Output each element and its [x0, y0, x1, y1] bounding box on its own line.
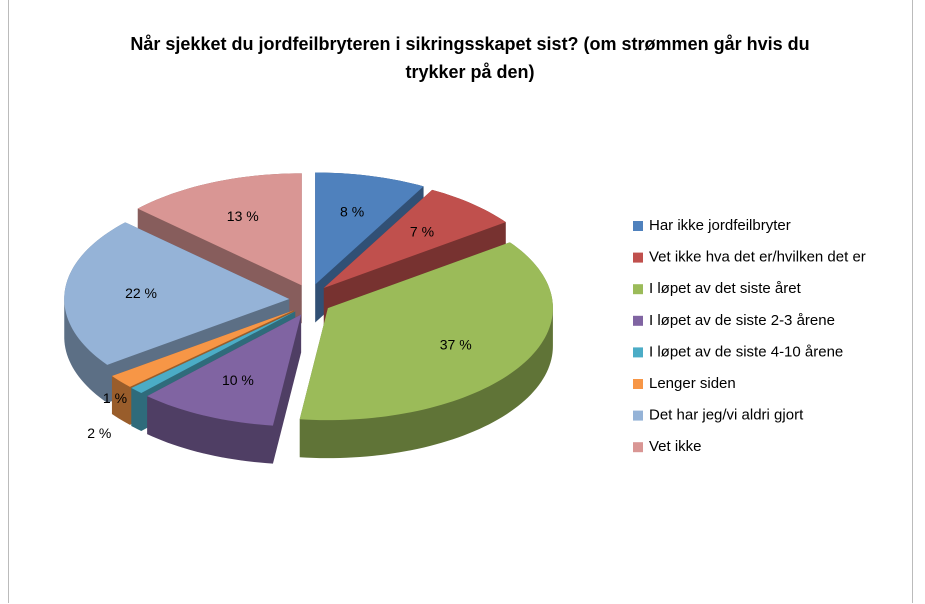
legend-swatch: [633, 379, 643, 389]
slice-top: [137, 173, 302, 286]
legend-label: Det har jeg/vi aldri gjort: [649, 407, 804, 424]
data-label: 2 %: [87, 425, 111, 441]
data-label: 1 %: [103, 390, 127, 406]
legend-label: I løpet av de siste 2-3 årene: [649, 312, 835, 329]
pie-slice: [323, 189, 506, 326]
data-label: 22 %: [125, 285, 157, 301]
slice-top: [315, 172, 424, 285]
legend-label: Har ikke jordfeilbryter: [649, 217, 791, 234]
legend-swatch: [633, 252, 643, 263]
data-label: 13 %: [227, 208, 259, 224]
data-label: 37 %: [440, 336, 472, 352]
legend-swatch: [633, 284, 643, 295]
slice-top: [323, 189, 506, 288]
legend-swatch: [633, 315, 643, 326]
pie-slice: [64, 222, 290, 403]
slice-top: [64, 222, 290, 365]
legend-label: Vet ikke: [649, 438, 702, 455]
legend-swatch: [633, 410, 643, 421]
data-label: 7 %: [410, 223, 434, 239]
legend-label: I løpet av det siste året: [649, 280, 802, 297]
slice-top: [131, 311, 296, 393]
legend-label: I løpet av de siste 4-10 årene: [649, 343, 843, 360]
legend-swatch: [633, 221, 643, 231]
pie-slice: [299, 242, 553, 459]
slice-top: [111, 310, 294, 387]
legend-label: Lenger siden: [649, 375, 736, 392]
legend-swatch: [633, 442, 643, 453]
data-label: 10 %: [222, 372, 254, 388]
pie-slice: [147, 314, 302, 464]
slice-top: [147, 314, 302, 426]
data-label: 8 %: [340, 204, 364, 220]
chart-frame: [8, 0, 913, 603]
slice-top: [299, 242, 553, 421]
legend-swatch: [633, 347, 643, 358]
chart-title: Når sjekket du jordfeilbryteren i sikrin…: [130, 34, 810, 82]
legend-label: Vet ikke hva det er/hvilken det er: [649, 249, 866, 266]
